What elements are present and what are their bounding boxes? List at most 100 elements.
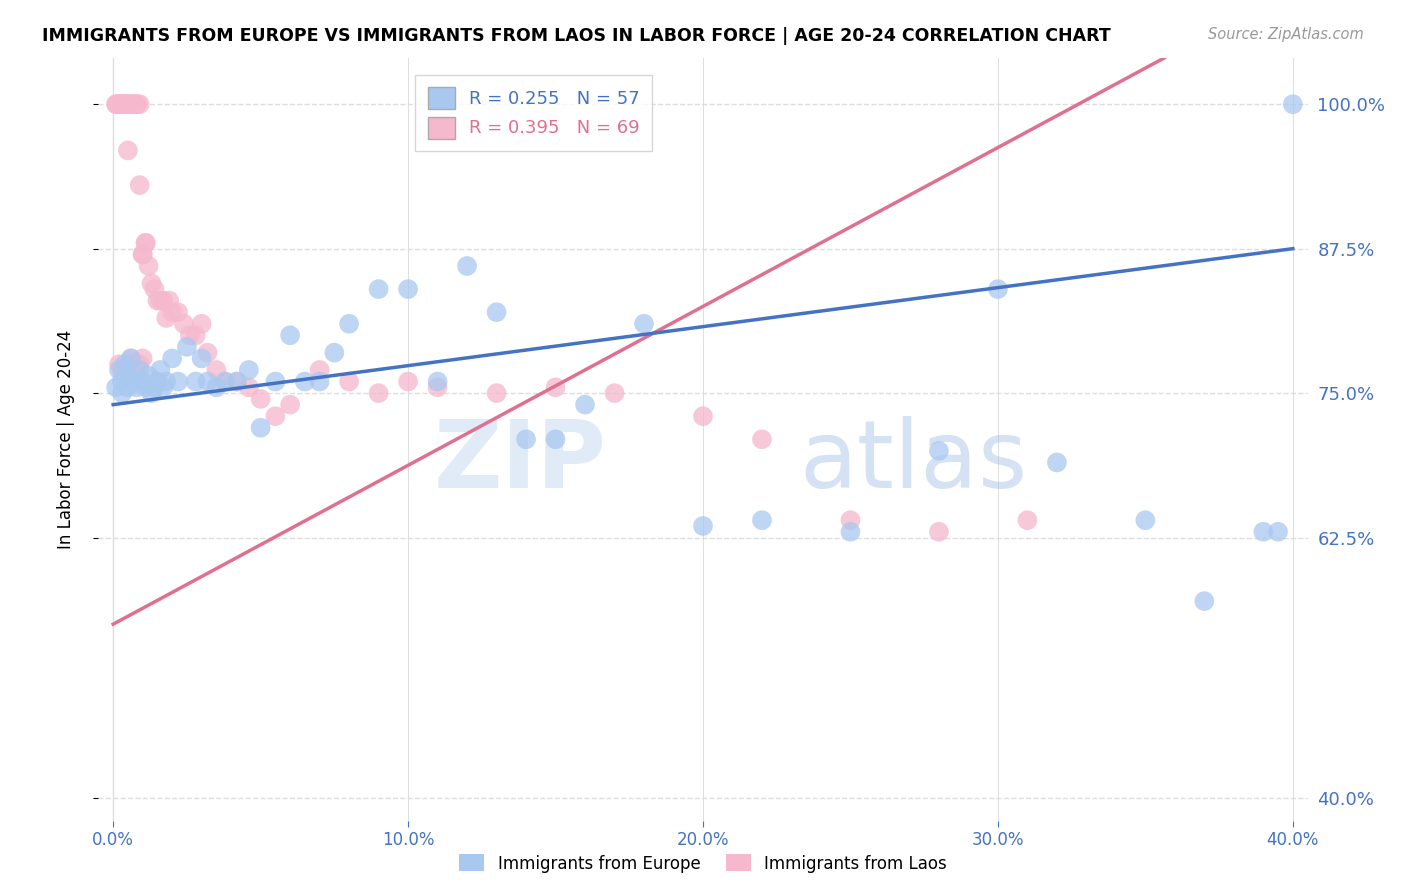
Point [108, 363, 131, 377]
Point [160, 351, 183, 366]
Point [146, 375, 169, 389]
Legend: R = 0.255   N = 57, R = 0.395   N = 69: R = 0.255 N = 57, R = 0.395 N = 69 [415, 75, 652, 151]
Point [120, 97, 142, 112]
Point [117, 363, 139, 377]
Point [125, 97, 148, 112]
Point [146, 293, 169, 308]
Point [157, 293, 180, 308]
Text: Source: ZipAtlas.com: Source: ZipAtlas.com [1208, 27, 1364, 42]
Point [238, 363, 260, 377]
Point [308, 375, 330, 389]
Point [149, 293, 172, 308]
Point [1267, 524, 1289, 539]
Point [108, 357, 131, 371]
Point [152, 380, 174, 394]
Point [143, 282, 166, 296]
Point [456, 259, 478, 273]
Point [308, 363, 330, 377]
Point [264, 409, 287, 424]
Point [125, 357, 148, 371]
Point [131, 351, 153, 366]
Point [751, 433, 773, 447]
Point [120, 351, 142, 366]
Point [426, 380, 449, 394]
Point [128, 97, 150, 112]
Point [111, 386, 134, 401]
Point [367, 282, 389, 296]
Point [839, 524, 862, 539]
Point [337, 317, 360, 331]
Point [278, 398, 301, 412]
Point [120, 97, 142, 112]
Point [114, 97, 136, 112]
Point [294, 375, 316, 389]
Point [108, 97, 131, 112]
Point [176, 340, 198, 354]
Point [114, 97, 136, 112]
Point [485, 386, 508, 401]
Point [1194, 594, 1216, 608]
Point [197, 345, 219, 359]
Point [160, 305, 183, 319]
Point [337, 375, 360, 389]
Point [117, 97, 139, 112]
Point [515, 433, 537, 447]
Point [214, 375, 236, 389]
Point [111, 97, 134, 112]
Point [155, 310, 177, 325]
Point [238, 380, 260, 394]
Point [122, 375, 145, 389]
Point [928, 524, 950, 539]
Point [138, 368, 160, 383]
Point [179, 328, 201, 343]
Point [197, 375, 219, 389]
Point [152, 293, 174, 308]
Point [135, 235, 157, 250]
Point [125, 380, 148, 394]
Point [633, 317, 655, 331]
Point [131, 247, 153, 261]
Point [117, 144, 139, 158]
Point [105, 97, 128, 112]
Point [128, 357, 150, 371]
Point [108, 97, 131, 112]
Point [544, 380, 567, 394]
Point [141, 277, 163, 291]
Point [1253, 524, 1275, 539]
Point [114, 357, 136, 371]
Point [839, 513, 862, 527]
Point [111, 363, 134, 377]
Point [105, 97, 128, 112]
Y-axis label: In Labor Force | Age 20-24: In Labor Force | Age 20-24 [56, 330, 75, 549]
Point [138, 259, 160, 273]
Point [396, 282, 419, 296]
Point [226, 375, 249, 389]
Point [1046, 455, 1069, 469]
Point [111, 375, 134, 389]
Point [184, 328, 207, 343]
Point [692, 409, 714, 424]
Point [141, 386, 163, 401]
Point [111, 97, 134, 112]
Point [485, 305, 508, 319]
Point [105, 380, 128, 394]
Point [128, 178, 150, 192]
Point [122, 97, 145, 112]
Text: IMMIGRANTS FROM EUROPE VS IMMIGRANTS FROM LAOS IN LABOR FORCE | AGE 20-24 CORREL: IMMIGRANTS FROM EUROPE VS IMMIGRANTS FRO… [42, 27, 1111, 45]
Point [117, 368, 139, 383]
Point [117, 97, 139, 112]
Point [190, 351, 212, 366]
Point [143, 380, 166, 394]
Point [574, 398, 596, 412]
Point [155, 375, 177, 389]
Point [751, 513, 773, 527]
Point [692, 519, 714, 533]
Point [190, 317, 212, 331]
Point [111, 97, 134, 112]
Point [249, 392, 271, 406]
Point [278, 328, 301, 343]
Point [367, 386, 389, 401]
Point [214, 375, 236, 389]
Point [131, 375, 153, 389]
Point [173, 317, 195, 331]
